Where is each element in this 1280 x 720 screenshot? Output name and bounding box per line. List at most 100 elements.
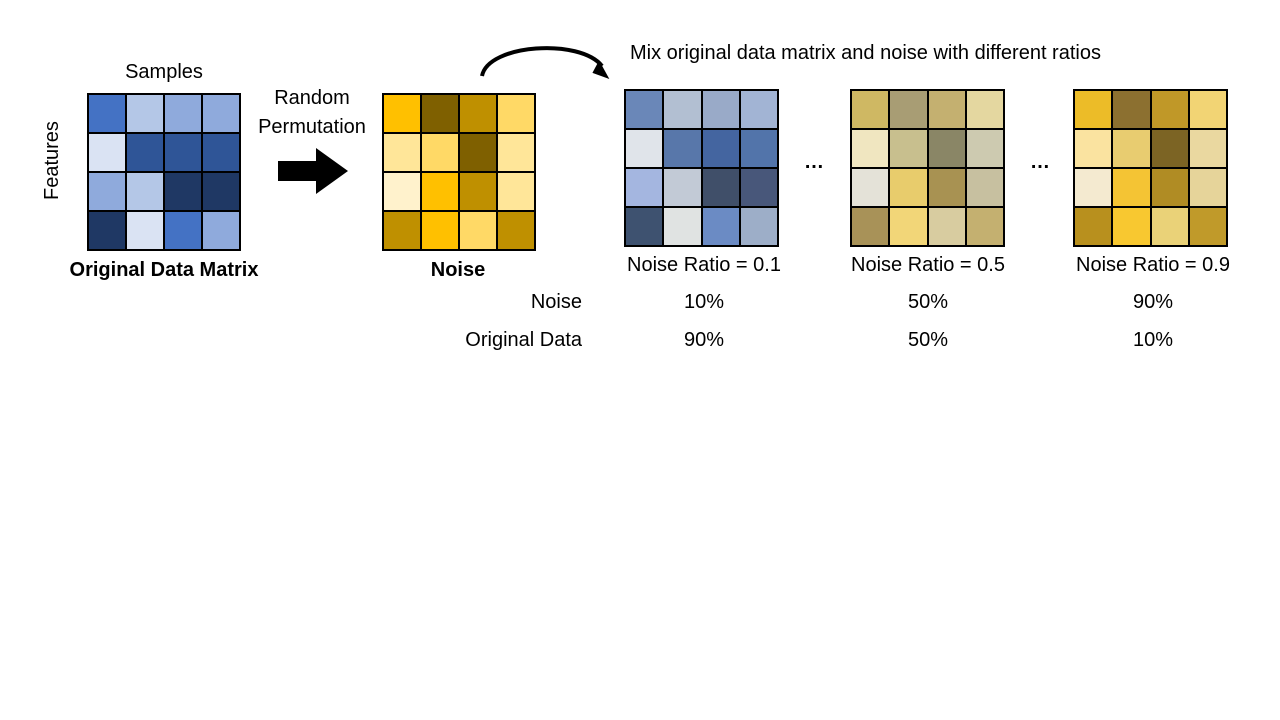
matrix-cell (164, 172, 202, 211)
matrix-cell (701, 129, 740, 168)
row-label-original-data: Original Data (465, 329, 582, 351)
noise-matrix-title: Noise (430, 259, 486, 281)
mix-caption: Mix original data matrix and noise with … (630, 42, 1101, 64)
matrix-cell (126, 211, 164, 250)
original-pct-0.9: 10% (1132, 329, 1174, 351)
matrix-cell (701, 168, 740, 207)
matrix-cell (927, 90, 966, 129)
matrix-cell (663, 168, 702, 207)
matrix-cell (927, 168, 966, 207)
mix-matrix-ratio-0.5 (850, 89, 1005, 247)
noise-matrix (382, 93, 536, 251)
matrix-cell (663, 207, 702, 246)
permutation-label-line1: Random (274, 87, 350, 109)
matrix-cell (202, 94, 240, 133)
matrix-cell (1112, 129, 1151, 168)
matrix-cell (851, 129, 890, 168)
matrix-cell (701, 90, 740, 129)
noise-pct-0.1: 10% (683, 291, 725, 313)
matrix-cell (497, 133, 535, 172)
original-pct-0.5: 50% (907, 329, 949, 351)
matrix-cell (1074, 168, 1113, 207)
original-pct-0.1: 90% (683, 329, 725, 351)
matrix-cell (965, 129, 1004, 168)
matrix-cell (739, 168, 778, 207)
matrix-cell (164, 211, 202, 250)
matrix-cell (88, 211, 126, 250)
matrix-cell (459, 172, 497, 211)
samples-label: Samples (125, 61, 203, 83)
matrix-cell (625, 207, 664, 246)
matrix-cell (1188, 168, 1227, 207)
matrix-cell (88, 133, 126, 172)
matrix-cell (889, 90, 928, 129)
matrix-cell (421, 133, 459, 172)
matrix-cell (383, 94, 421, 133)
permutation-label-line2: Permutation (258, 116, 366, 138)
matrix-cell (459, 133, 497, 172)
matrix-cell (421, 172, 459, 211)
matrix-cell (497, 172, 535, 211)
matrix-cell (965, 90, 1004, 129)
curved-arrow-icon (480, 46, 610, 80)
matrix-cell (851, 207, 890, 246)
ellipsis-2: … (1030, 151, 1050, 173)
matrix-cell (739, 90, 778, 129)
matrix-cell (1188, 129, 1227, 168)
noise-pct-0.9: 90% (1132, 291, 1174, 313)
matrix-cell (497, 94, 535, 133)
matrix-cell (421, 211, 459, 250)
matrix-cell (625, 90, 664, 129)
matrix-cell (88, 94, 126, 133)
matrix-cell (1188, 207, 1227, 246)
matrix-cell (1150, 129, 1189, 168)
matrix-cell (739, 207, 778, 246)
matrix-cell (965, 168, 1004, 207)
matrix-cell (1188, 90, 1227, 129)
matrix-cell (459, 94, 497, 133)
matrix-cell (88, 172, 126, 211)
original-data-matrix (87, 93, 241, 251)
matrix-cell (383, 211, 421, 250)
matrix-cell (164, 133, 202, 172)
matrix-cell (1074, 90, 1113, 129)
matrix-cell (965, 207, 1004, 246)
matrix-cell (421, 94, 459, 133)
matrix-cell (1112, 168, 1151, 207)
matrix-cell (126, 172, 164, 211)
mix-matrix-ratio-0.1 (624, 89, 779, 247)
matrix-cell (889, 129, 928, 168)
matrix-cell (383, 172, 421, 211)
matrix-cell (202, 211, 240, 250)
matrix-cell (383, 133, 421, 172)
noise-pct-0.5: 50% (907, 291, 949, 313)
matrix-cell (202, 172, 240, 211)
ratio-label-0.1: Noise Ratio = 0.1 (627, 254, 781, 276)
matrix-cell (164, 94, 202, 133)
matrix-cell (625, 168, 664, 207)
right-arrow-icon (278, 148, 348, 194)
ratio-label-0.5: Noise Ratio = 0.5 (851, 254, 1005, 276)
row-label-noise: Noise (530, 291, 582, 313)
matrix-cell (851, 90, 890, 129)
ellipsis-1: … (804, 151, 824, 173)
matrix-cell (663, 129, 702, 168)
features-label: Features (41, 121, 63, 200)
matrix-cell (202, 133, 240, 172)
matrix-cell (1150, 207, 1189, 246)
matrix-cell (1112, 90, 1151, 129)
original-matrix-title: Original Data Matrix (69, 259, 259, 281)
matrix-cell (126, 133, 164, 172)
matrix-cell (889, 168, 928, 207)
matrix-cell (739, 129, 778, 168)
matrix-cell (663, 90, 702, 129)
matrix-cell (625, 129, 664, 168)
ratio-label-0.9: Noise Ratio = 0.9 (1076, 254, 1230, 276)
matrix-cell (1074, 129, 1113, 168)
mix-matrix-ratio-0.9 (1073, 89, 1228, 247)
matrix-cell (126, 94, 164, 133)
matrix-cell (927, 207, 966, 246)
matrix-cell (701, 207, 740, 246)
matrix-cell (889, 207, 928, 246)
matrix-cell (927, 129, 966, 168)
